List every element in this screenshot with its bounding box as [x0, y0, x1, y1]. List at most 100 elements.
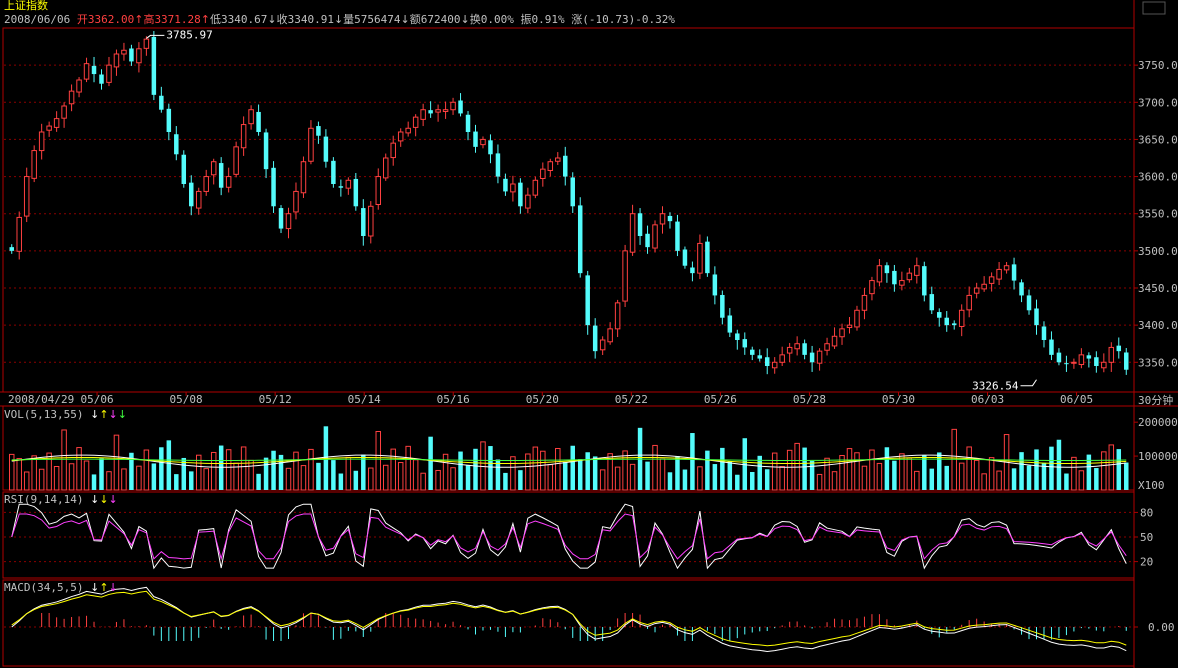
candle-body-down: [585, 275, 590, 326]
volume-bar-up: [113, 434, 120, 491]
candle-body-up: [240, 124, 247, 149]
volume-bar-up: [659, 458, 666, 491]
candle-body-up: [816, 350, 823, 364]
volume-bar-up: [308, 448, 314, 491]
candle-body-up: [966, 294, 972, 311]
volume-bar-up: [390, 448, 396, 491]
volume-bar-up: [368, 467, 374, 491]
volume-bar-down: [667, 472, 673, 490]
candle-body-up: [779, 354, 785, 363]
candle-body-up: [607, 328, 613, 343]
candle-body-up: [308, 127, 314, 162]
volume-bar-up: [973, 459, 980, 491]
candle-body-up: [525, 194, 531, 209]
candle-body-up: [233, 146, 239, 175]
up-arrow-icon: ↑: [99, 581, 109, 594]
candle-body-down: [181, 154, 187, 184]
volume-bar-down: [802, 447, 807, 490]
candle-body-down: [675, 221, 680, 251]
rsi-lines: [4, 503, 1134, 570]
candle-body-up: [1108, 346, 1115, 363]
volume-bar-up: [958, 462, 965, 491]
volume-bar-up: [988, 457, 995, 491]
candle-body-up: [629, 213, 636, 253]
change-label: 涨: [571, 13, 583, 26]
candle-body-down: [1124, 352, 1129, 370]
candle-body-down: [1116, 345, 1122, 352]
volume-bar-up: [1071, 456, 1077, 491]
candle-body-up: [846, 324, 853, 329]
down-arrow-icon: ↓: [460, 13, 470, 26]
amount-value: 672400: [420, 13, 461, 26]
volume-bar-down: [944, 465, 949, 490]
volume-bar-up: [599, 469, 606, 491]
candle-body-down: [271, 167, 276, 207]
candle-body-up: [697, 242, 703, 274]
volume-bar-down: [338, 473, 344, 490]
period-label[interactable]: 30分钟: [1138, 394, 1174, 407]
candle-body-down: [712, 274, 718, 296]
candle-body-up: [225, 176, 232, 188]
volume-bar-down: [473, 448, 478, 490]
candle-body-up: [1071, 361, 1077, 364]
candle-body-up: [300, 161, 307, 194]
candle-body-down: [473, 131, 478, 147]
volume-ma5-line: [11, 454, 1127, 468]
candle-body-down: [189, 182, 194, 207]
candle-body-down: [9, 247, 14, 251]
volume-bar-down: [263, 457, 269, 490]
macd-axis-ticks: 0.00: [1134, 621, 1175, 634]
volume-bar-down: [1011, 468, 1017, 490]
window-control-icon: [1142, 1, 1166, 15]
candle-body-down: [742, 339, 748, 348]
candle-body-down: [465, 114, 471, 132]
volume-bar-up: [68, 463, 75, 491]
candle-body-down: [944, 317, 949, 326]
candle-body-down: [166, 108, 172, 132]
price-tick-label: 3600.00: [1138, 171, 1178, 184]
candle-body-down: [1034, 308, 1039, 326]
date-tick-label: 05/26: [704, 393, 737, 406]
volume-bar-up: [876, 462, 883, 491]
volume-bar-down: [278, 454, 284, 490]
macd-dea-line: [11, 590, 1127, 647]
down-arrow-icon: ↓: [108, 581, 118, 594]
volume-bar-down: [690, 433, 695, 490]
candle-body-down: [503, 178, 508, 192]
candle-body-up: [973, 287, 980, 294]
volume-bar-up: [981, 473, 987, 491]
volume-bar-down: [503, 472, 508, 490]
volume-bar-up: [143, 449, 150, 491]
candle-body-up: [31, 150, 37, 179]
candle-body-up: [786, 346, 793, 354]
volume-bar-down: [316, 462, 321, 490]
volume-bar-down: [1064, 473, 1069, 490]
candle-body-up: [368, 205, 374, 237]
date-axis-ticks: 2008/04/29 05/06 05/08 05/12 05/14 05/16 05/20…: [8, 392, 1093, 406]
volume-bar-up: [771, 452, 778, 491]
candle-body-up: [839, 328, 845, 338]
candle-body-up: [771, 361, 778, 369]
volume-value: 5756474: [354, 13, 401, 26]
volume-bar-down: [129, 452, 134, 490]
candle-body-down: [174, 134, 179, 155]
volume-bar-down: [585, 452, 590, 490]
volume-bar-up: [652, 444, 658, 491]
date-tick-label: 06/05: [1060, 393, 1093, 406]
down-arrow-icon: ↓: [108, 408, 118, 421]
volume-bar-up: [240, 446, 247, 491]
macd-name: MACD(34,5,5): [4, 581, 84, 594]
volume-bar-down: [181, 457, 187, 490]
candle-body-up: [1003, 265, 1010, 271]
candle-body-down: [764, 357, 770, 366]
volume-bar-down: [705, 450, 710, 490]
volume-bar-down: [1049, 446, 1054, 490]
candle-body-up: [106, 64, 112, 83]
volume-bar-up: [46, 452, 52, 491]
volume-bar-up: [31, 455, 37, 491]
volume-bar-down: [764, 469, 770, 490]
candle-body-down: [151, 36, 157, 95]
candle-body-down: [735, 333, 740, 340]
